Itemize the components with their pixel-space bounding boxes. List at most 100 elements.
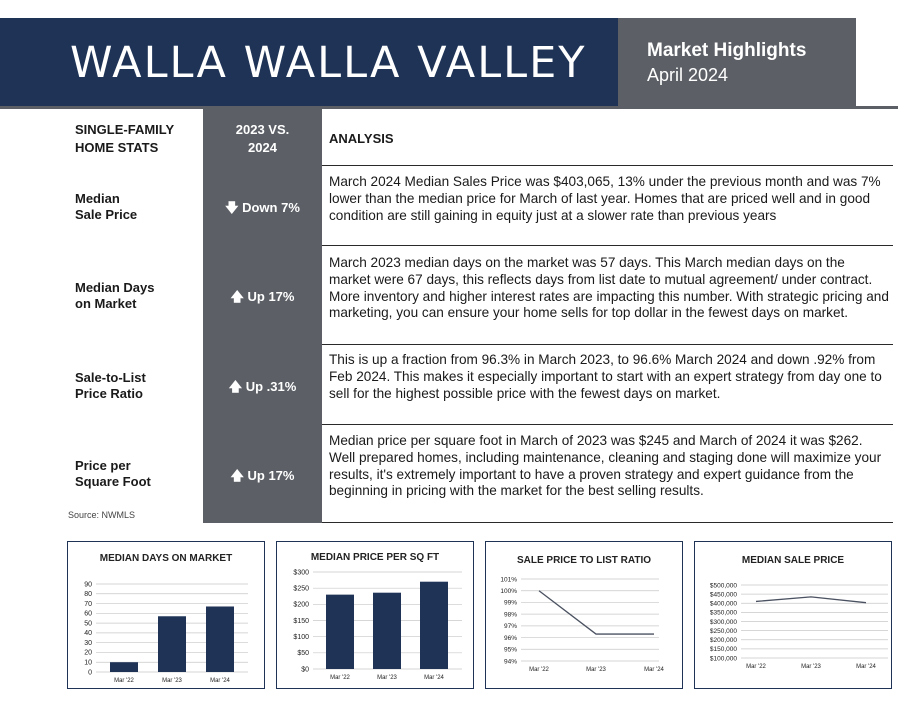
series-line <box>538 590 654 635</box>
x-tick-label: Mar '24 <box>424 675 444 681</box>
chart-title: MEDIAN PRICE PER SQ FT <box>310 552 440 563</box>
y-tick-label: 96% <box>504 635 517 642</box>
arrow-up-icon: 🡅 <box>230 468 244 483</box>
y-tick-label: 10 <box>84 660 92 667</box>
table-row: Price per Square Foot 🡅 Up 17% Median pri… <box>67 424 893 523</box>
x-tick-label: Mar '23 <box>586 667 606 673</box>
report-name: Market Highlights <box>647 40 807 61</box>
row-analysis: March 2023 median days on the market was… <box>329 255 889 321</box>
y-tick-label: 60 <box>84 611 92 618</box>
y-tick-label: $250 <box>293 585 309 592</box>
row-analysis: Median price per square foot in March of… <box>329 433 882 499</box>
y-tick-label: 90 <box>84 581 92 588</box>
table-row: Sale-to-List Price Ratio 🡅 Up .31% This i… <box>67 344 893 424</box>
table-row: Median Days on Market 🡅 Up 17% March 2023… <box>67 245 893 344</box>
y-tick-label: 95% <box>504 647 517 654</box>
y-tick-label: 30 <box>84 640 92 647</box>
median-days-bar-chart: 0 10 20 30 40 50 60 70 80 90 Mar '22 Mar '23 Mar '24 <box>84 581 248 684</box>
bar <box>326 594 354 669</box>
x-tick-label: Mar '24 <box>644 667 664 673</box>
y-tick-label: $350,000 <box>710 610 737 617</box>
bar <box>110 662 138 672</box>
x-tick-label: Mar '22 <box>330 675 350 681</box>
x-tick-label: Mar '23 <box>162 678 182 684</box>
report-date: April 2024 <box>647 65 729 85</box>
y-tick-label: $0 <box>301 666 309 673</box>
median-sale-price-line-chart: $100,000 $150,000 $200,000 $250,000 $300,000… <box>710 582 888 670</box>
trend-badge: 🡅 Up 17% <box>230 468 295 483</box>
sale-list-ratio-line-chart: 94% 95% 96% 97% 98% 99% 100% 101% Mar '22 Mar '23… <box>500 576 664 673</box>
y-tick-label: $150,000 <box>710 646 737 653</box>
row-divider <box>322 522 893 523</box>
trend-badge: 🡅 Up 17% <box>230 289 295 304</box>
bar <box>206 606 234 672</box>
y-tick-label: $300 <box>293 569 309 576</box>
series-line <box>755 596 867 604</box>
row-analysis: This is up a fraction from 96.3% in Marc… <box>329 352 882 401</box>
price-sqft-bar-chart: $0 $50 $100 $150 $200 $250 $300 Mar '22 Mar '23 M… <box>293 569 462 681</box>
x-tick-label: Mar '22 <box>529 667 549 673</box>
y-tick-label: 98% <box>504 611 517 618</box>
arrow-up-icon: 🡅 <box>230 289 244 304</box>
chart-median-sale-price: MEDIAN SALE PRICE $100,000 $150,000 $200,0… <box>694 541 892 689</box>
row-label: Sale-to-List Price Ratio <box>75 370 146 401</box>
y-tick-label: 94% <box>504 658 517 665</box>
y-tick-label: 101% <box>500 576 517 583</box>
row-divider <box>322 165 893 166</box>
chart-title: MEDIAN SALE PRICE <box>741 555 845 566</box>
bar <box>373 592 401 669</box>
x-tick-label: Mar '24 <box>856 664 876 670</box>
y-tick-label: $150 <box>293 618 309 625</box>
header-compare: 2023 VS. 2024 <box>235 122 290 155</box>
y-tick-label: $450,000 <box>710 591 737 598</box>
y-tick-label: $500,000 <box>710 582 737 589</box>
arrow-down-icon: 🡇 <box>225 200 239 215</box>
y-tick-label: 80 <box>84 591 92 598</box>
x-tick-label: Mar '23 <box>377 675 397 681</box>
market-highlights-box: Market Highlights April 2024 <box>618 18 856 108</box>
y-tick-label: 70 <box>84 601 92 608</box>
bar <box>420 581 448 669</box>
y-tick-label: 0 <box>88 669 92 676</box>
y-tick-label: 40 <box>84 630 92 637</box>
row-divider <box>322 424 893 425</box>
y-tick-label: $200 <box>293 602 309 609</box>
arrow-up-icon: 🡅 <box>228 379 243 394</box>
x-tick-label: Mar '23 <box>801 664 821 670</box>
bar <box>158 616 186 672</box>
stats-table: SINGLE-FAMILY HOME STATS 2023 VS. 2024 AN… <box>67 109 893 523</box>
chart-median-days: MEDIAN DAYS ON MARKET 0 10 20 30 40 50 60 70 80 9… <box>67 541 265 689</box>
header-stats: SINGLE-FAMILY HOME STATS <box>75 122 174 155</box>
row-analysis: March 2024 Median Sales Price was $403,0… <box>329 174 881 223</box>
row-label: Price per Square Foot <box>75 458 151 489</box>
x-tick-label: Mar '22 <box>746 664 766 670</box>
y-tick-label: 97% <box>504 623 517 630</box>
x-tick-label: Mar '24 <box>210 678 230 684</box>
page-title: WALLA WALLA VALLEY <box>70 38 587 88</box>
header-analysis: ANALYSIS <box>329 131 394 146</box>
y-tick-label: $200,000 <box>710 637 737 644</box>
comparison-column <box>203 109 322 523</box>
row-divider <box>322 245 893 246</box>
chart-price-sqft: MEDIAN PRICE PER SQ FT $0 $50 $100 $150 $200… <box>276 541 474 689</box>
y-tick-label: $250,000 <box>710 628 737 635</box>
title-banner: WALLA WALLA VALLEY <box>0 18 618 108</box>
x-tick-label: Mar '22 <box>114 678 134 684</box>
table-row: Median Sale Price 🡇 Down 7% March 2024 Me… <box>67 165 893 245</box>
y-tick-label: $50 <box>297 650 309 657</box>
source-note: Source: NWMLS <box>68 510 136 520</box>
y-tick-label: 100% <box>500 588 517 595</box>
header-divider <box>0 106 898 109</box>
trend-badge: 🡅 Up .31% <box>228 379 297 394</box>
row-label: Median Sale Price <box>75 191 138 222</box>
y-tick-label: $400,000 <box>710 601 737 608</box>
chart-sale-list-ratio: SALE PRICE TO LIST RATIO 94% 95% 96% 97% 98%… <box>485 541 683 689</box>
y-tick-label: 50 <box>84 620 92 627</box>
cropped-top-text <box>130 0 133 2</box>
y-tick-label: $100,000 <box>710 655 737 662</box>
y-tick-label: $100 <box>293 634 309 641</box>
y-tick-label: 20 <box>84 650 92 657</box>
row-divider <box>322 344 893 345</box>
y-tick-label: 99% <box>504 600 517 607</box>
y-tick-label: $300,000 <box>710 619 737 626</box>
